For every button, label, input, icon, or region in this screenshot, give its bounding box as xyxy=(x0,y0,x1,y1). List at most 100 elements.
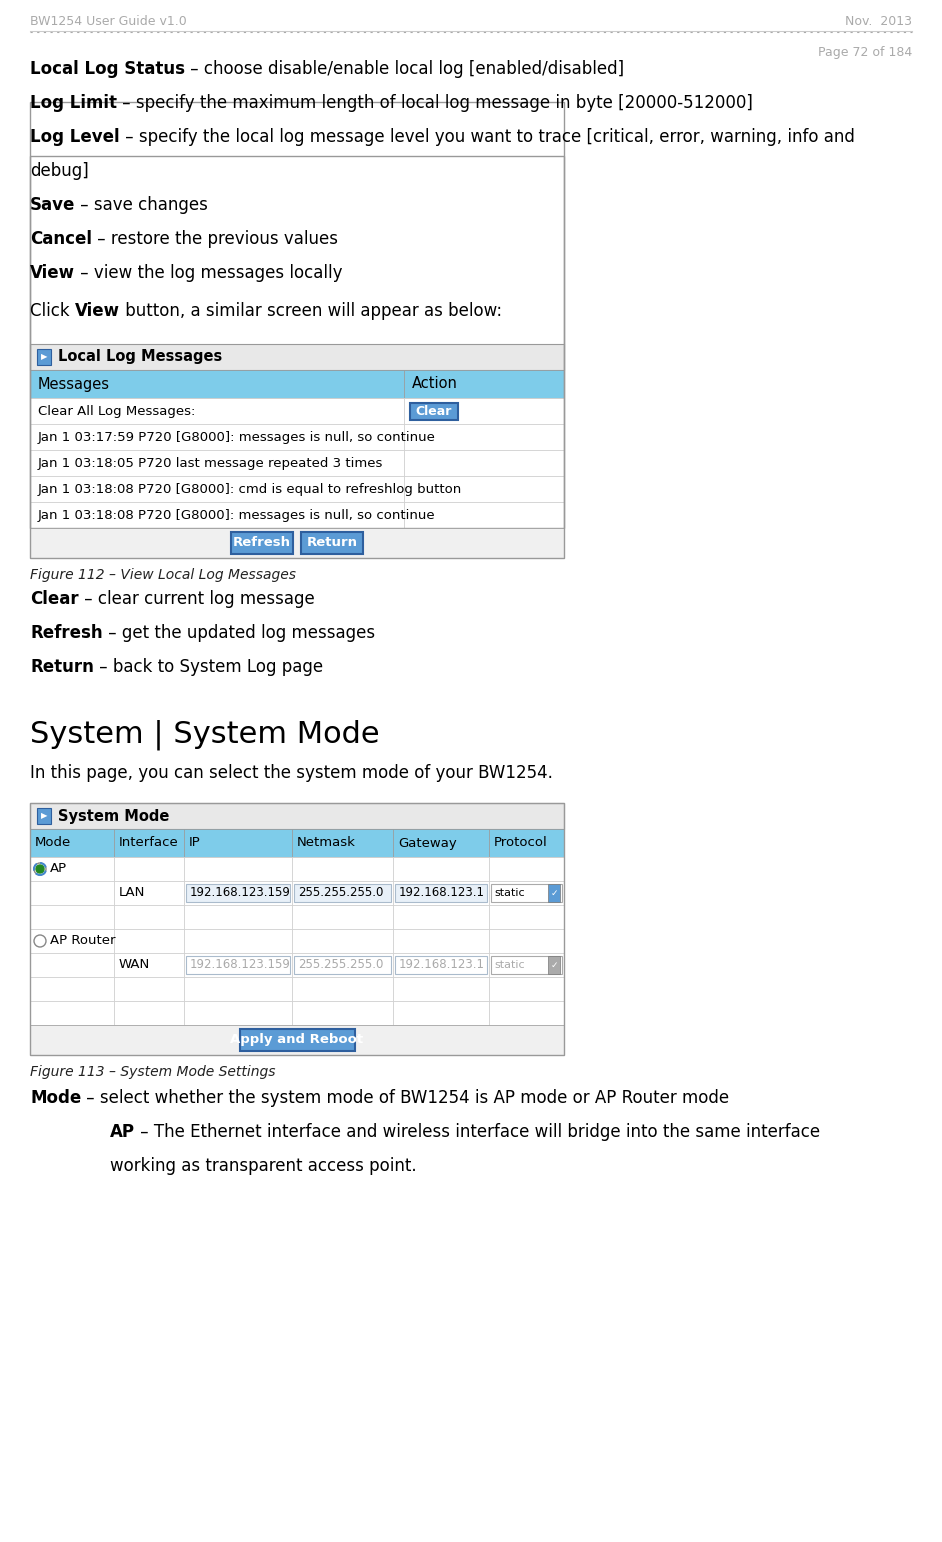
Bar xyxy=(393,978,489,1001)
Bar xyxy=(393,905,489,928)
Bar xyxy=(393,953,489,978)
Text: Gateway: Gateway xyxy=(398,836,457,850)
Bar xyxy=(30,476,404,503)
Text: System | System Mode: System | System Mode xyxy=(30,720,380,751)
Bar xyxy=(37,348,51,365)
Bar xyxy=(395,884,487,902)
Bar xyxy=(395,956,487,975)
Bar xyxy=(184,857,292,880)
Text: Return: Return xyxy=(30,658,94,675)
Bar xyxy=(393,830,489,857)
Text: Protocol: Protocol xyxy=(494,836,547,850)
Bar xyxy=(489,905,564,928)
Bar xyxy=(404,370,564,398)
Text: – The Ethernet interface and wireless interface will bridge into the same interf: – The Ethernet interface and wireless in… xyxy=(135,1123,820,1141)
Circle shape xyxy=(34,934,46,947)
Bar xyxy=(30,156,564,527)
Bar xyxy=(404,503,564,527)
Bar xyxy=(404,450,564,476)
Bar xyxy=(231,532,293,554)
Bar xyxy=(489,978,564,1001)
Bar xyxy=(30,905,114,928)
Bar xyxy=(301,532,363,554)
Text: Refresh: Refresh xyxy=(233,537,291,549)
Text: Jan 1 03:18:08 P720 [G8000]: cmd is equal to refreshlog button: Jan 1 03:18:08 P720 [G8000]: cmd is equa… xyxy=(38,483,463,495)
Text: 192.168.123.1: 192.168.123.1 xyxy=(399,959,485,971)
Bar xyxy=(30,527,564,558)
Bar xyxy=(30,803,564,1055)
Text: AP: AP xyxy=(50,862,67,876)
Bar xyxy=(489,857,564,880)
Bar xyxy=(404,476,564,503)
Text: Return: Return xyxy=(306,537,358,549)
Text: Nov.  2013: Nov. 2013 xyxy=(845,15,912,28)
Bar xyxy=(30,830,114,857)
Text: LAN: LAN xyxy=(119,887,145,899)
Text: ▶: ▶ xyxy=(41,811,47,820)
Text: – get the updated log messages: – get the updated log messages xyxy=(103,625,375,641)
Bar xyxy=(30,398,404,424)
Text: – back to System Log page: – back to System Log page xyxy=(94,658,323,675)
Text: Local Log Messages: Local Log Messages xyxy=(58,350,222,364)
Text: 255.255.255.0: 255.255.255.0 xyxy=(298,959,383,971)
Text: 192.168.123.159: 192.168.123.159 xyxy=(190,887,291,899)
Text: Mode: Mode xyxy=(30,1089,81,1107)
Bar xyxy=(30,803,564,830)
Text: Netmask: Netmask xyxy=(297,836,356,850)
Circle shape xyxy=(36,865,44,873)
Bar xyxy=(292,857,393,880)
Bar xyxy=(239,1029,354,1052)
Bar xyxy=(184,953,292,978)
Text: button, a similar screen will appear as below:: button, a similar screen will appear as … xyxy=(120,302,502,321)
Text: Cancel: Cancel xyxy=(30,230,92,248)
Bar xyxy=(184,830,292,857)
Bar xyxy=(404,424,564,450)
Bar xyxy=(292,880,393,905)
Text: View: View xyxy=(74,302,120,321)
Text: Local Log Status: Local Log Status xyxy=(30,60,185,79)
Bar xyxy=(114,928,184,953)
Bar xyxy=(489,928,564,953)
Text: static: static xyxy=(494,888,525,897)
Bar xyxy=(37,808,51,823)
Text: Log Level: Log Level xyxy=(30,128,120,146)
Text: – restore the previous values: – restore the previous values xyxy=(92,230,338,248)
Bar xyxy=(114,905,184,928)
Text: debug]: debug] xyxy=(30,162,89,180)
Text: 255.255.255.0: 255.255.255.0 xyxy=(298,887,383,899)
Bar xyxy=(30,503,404,527)
Bar xyxy=(184,1001,292,1025)
Bar xyxy=(114,857,184,880)
Bar xyxy=(489,1001,564,1025)
Bar xyxy=(489,880,564,905)
Bar xyxy=(491,956,562,975)
Bar xyxy=(186,884,290,902)
Text: In this page, you can select the system mode of your BW1254.: In this page, you can select the system … xyxy=(30,763,553,782)
Text: AP Router: AP Router xyxy=(50,934,116,947)
Text: Page 72 of 184: Page 72 of 184 xyxy=(818,46,912,59)
Bar xyxy=(30,880,114,905)
Text: Figure 113 – System Mode Settings: Figure 113 – System Mode Settings xyxy=(30,1066,275,1079)
Bar xyxy=(184,978,292,1001)
Text: working as transparent access point.: working as transparent access point. xyxy=(110,1156,416,1175)
Text: 192.168.123.1: 192.168.123.1 xyxy=(399,887,485,899)
Text: Log Limit: Log Limit xyxy=(30,94,117,113)
Text: Jan 1 03:18:05 P720 last message repeated 3 times: Jan 1 03:18:05 P720 last message repeate… xyxy=(38,456,383,469)
Text: ▶: ▶ xyxy=(41,353,47,361)
Bar xyxy=(393,1001,489,1025)
Text: Messages: Messages xyxy=(38,376,110,392)
Bar xyxy=(30,953,114,978)
Bar xyxy=(292,928,393,953)
Text: – clear current log message: – clear current log message xyxy=(78,591,315,608)
Text: Save: Save xyxy=(30,196,75,214)
Bar xyxy=(114,1001,184,1025)
Bar xyxy=(114,830,184,857)
Text: Jan 1 03:17:59 P720 [G8000]: messages is null, so continue: Jan 1 03:17:59 P720 [G8000]: messages is… xyxy=(38,430,436,444)
Text: BW1254 User Guide v1.0: BW1254 User Guide v1.0 xyxy=(30,15,187,28)
Bar xyxy=(30,857,114,880)
Text: Jan 1 03:18:08 P720 [G8000]: messages is null, so continue: Jan 1 03:18:08 P720 [G8000]: messages is… xyxy=(38,509,435,521)
Text: Interface: Interface xyxy=(119,836,179,850)
Text: Action: Action xyxy=(412,376,458,392)
Bar xyxy=(30,1025,564,1055)
Bar xyxy=(393,880,489,905)
